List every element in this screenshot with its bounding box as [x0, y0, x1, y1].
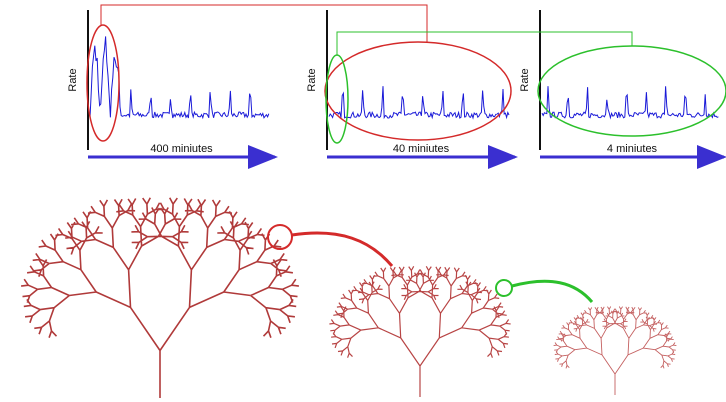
zoom-ellipse: [537, 45, 726, 137]
traffic-trace: [89, 36, 270, 120]
zoom-connector: [291, 231, 394, 267]
zoom-circle: [267, 224, 293, 250]
y-axis-label: Rate: [519, 68, 531, 91]
zoom-circle: [495, 279, 513, 297]
x-axis-label: 40 miniutes: [393, 143, 450, 155]
connector: [100, 4, 428, 42]
fractal-trees: [21, 197, 677, 398]
traffic-trace: [328, 86, 510, 120]
traffic-trace: [541, 86, 719, 120]
zoom-ellipse: [324, 41, 512, 141]
traffic-panels: Rate 400 miniutes Rate 40 miniutes Rate 4 min…: [67, 10, 726, 169]
fractal-tree: [329, 266, 511, 397]
zoom-connector: [511, 279, 594, 303]
fractal-tree: [21, 197, 299, 398]
y-axis-label: Rate: [67, 68, 79, 91]
x-axis-label: 4 miniutes: [607, 143, 658, 155]
connector: [336, 31, 633, 55]
zoom-ellipse: [86, 24, 120, 142]
zoom-ellipse: [325, 54, 349, 144]
x-axis-label: 400 miniutes: [150, 143, 213, 155]
y-axis-label: Rate: [306, 68, 318, 91]
fractal-tree: [553, 306, 677, 395]
